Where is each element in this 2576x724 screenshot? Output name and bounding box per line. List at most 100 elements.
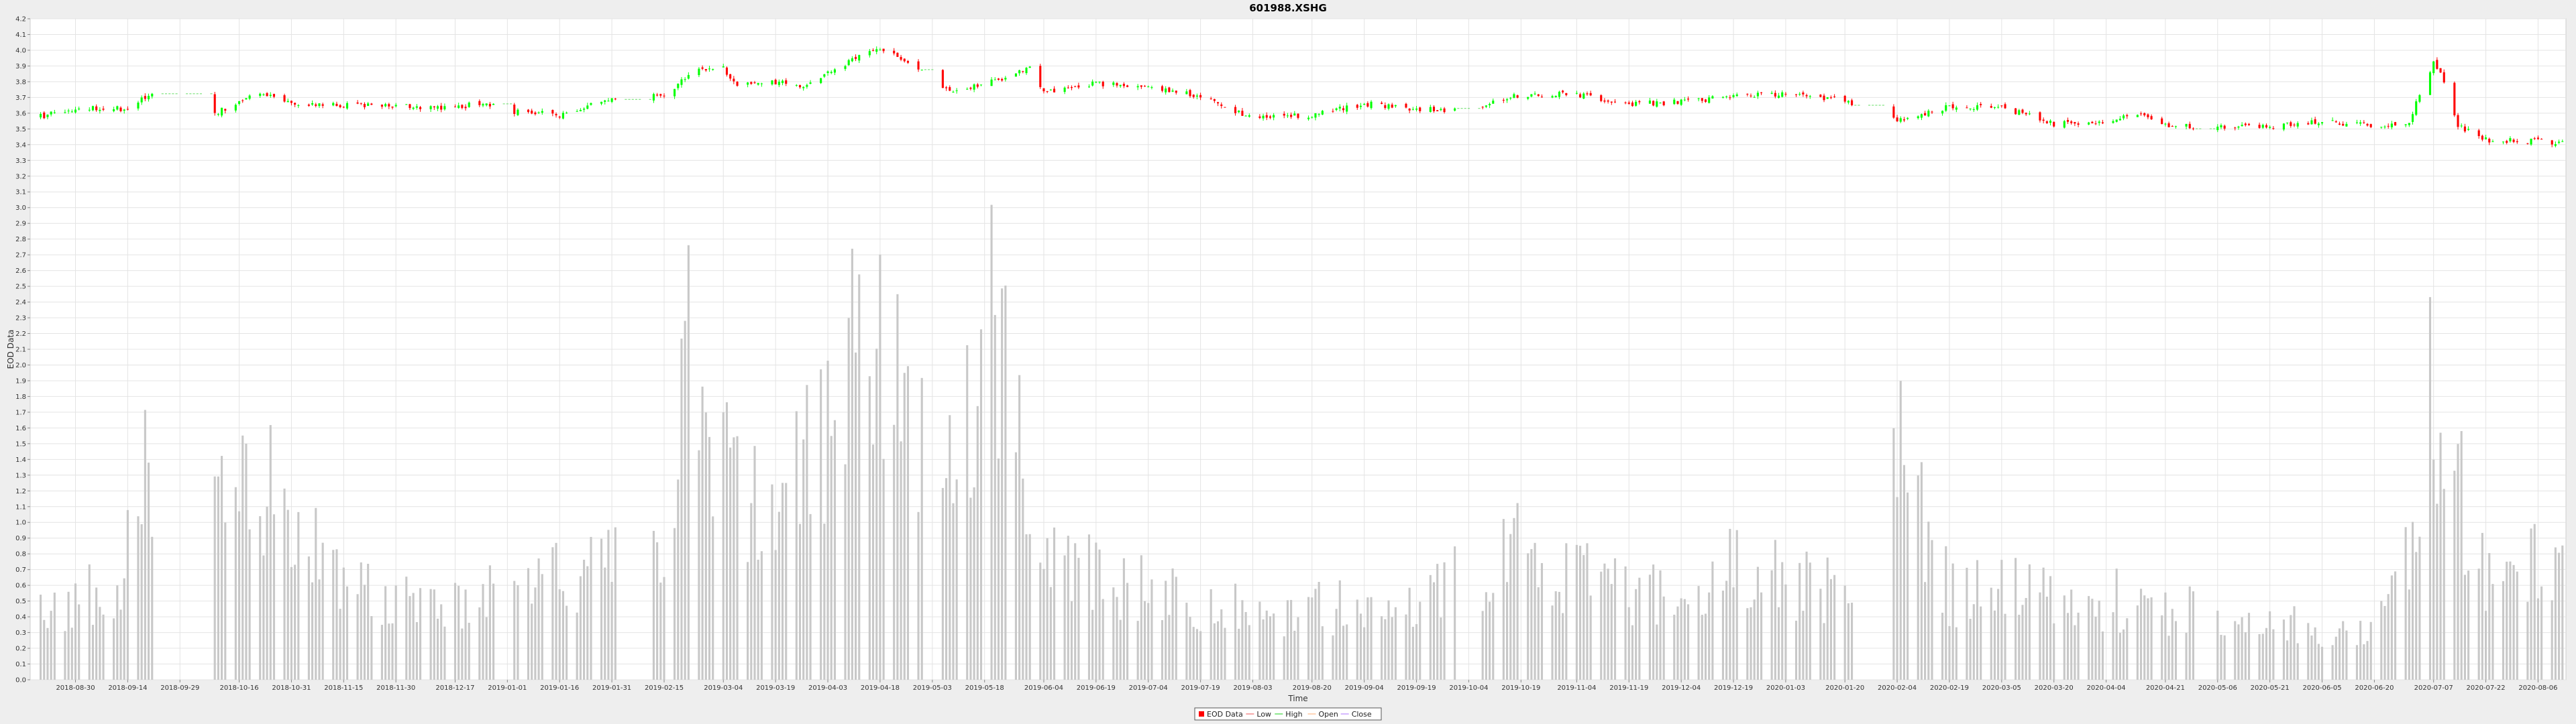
volume-bar	[1659, 570, 1662, 680]
volume-bar	[311, 582, 314, 680]
legend-box	[1194, 707, 1382, 721]
candle-body	[1391, 105, 1393, 108]
volume-bar	[2269, 611, 2271, 680]
candle-body	[1408, 109, 1411, 111]
volume-bar	[1565, 543, 1568, 680]
candle-body	[384, 104, 387, 107]
candle-body	[1920, 114, 1923, 118]
volume-bar	[1777, 607, 1780, 680]
candle-body	[1429, 107, 1432, 112]
candle-body	[844, 66, 847, 69]
candle-body	[119, 107, 122, 111]
volume-bar	[1704, 613, 1707, 680]
candle-body	[2342, 123, 2345, 126]
candle-body	[893, 50, 896, 54]
volume-bar	[95, 587, 98, 680]
x-tick-label: 2020-06-20	[2355, 684, 2394, 692]
x-tick-label: 2019-05-18	[965, 684, 1004, 692]
candle-body	[1039, 66, 1042, 87]
volume-bar	[1049, 587, 1052, 680]
candle-body	[798, 85, 802, 88]
candle-body	[576, 111, 578, 112]
volume-bar	[335, 549, 338, 680]
volume-bar	[2331, 645, 2334, 680]
candle-body	[2167, 123, 2170, 127]
candle-body	[1676, 101, 1679, 104]
candle-body	[1746, 93, 1749, 95]
volume-bar	[1673, 614, 1676, 680]
volume-bar	[1847, 603, 1849, 680]
volume-bar	[88, 564, 91, 680]
candle-body	[1290, 115, 1293, 117]
volume-bar	[868, 376, 871, 680]
candle-body	[1502, 100, 1505, 101]
volume-bar	[1725, 581, 1728, 680]
volume-bar	[262, 555, 265, 680]
candle-body	[2234, 127, 2237, 129]
volume-bar	[1972, 604, 1975, 680]
candle-body	[2045, 121, 2048, 123]
volume-bar	[1338, 580, 1341, 680]
candle-body	[1126, 85, 1129, 87]
candle-body	[1781, 92, 1784, 97]
volume-bar	[1074, 543, 1077, 680]
x-tick-label: 2020-05-21	[2251, 684, 2290, 692]
candle-body	[1847, 101, 1849, 103]
volume-bar	[266, 506, 268, 680]
x-tick-label: 2019-09-04	[1345, 684, 1384, 692]
candle-body	[2443, 72, 2445, 82]
candle-body	[1307, 117, 1310, 119]
candle-body	[2394, 122, 2397, 126]
candle-body	[1750, 95, 1752, 97]
volume-bar	[213, 476, 216, 680]
candle-body	[1704, 99, 1707, 103]
volume-bar	[753, 446, 756, 680]
volume-bar	[269, 425, 272, 680]
volume-bar	[701, 386, 704, 680]
volume-bar	[757, 559, 759, 680]
x-tick-label: 2019-11-19	[1609, 684, 1648, 692]
candle-body	[1432, 107, 1436, 111]
y-tick-label: 2.7	[15, 252, 26, 259]
candle-body	[2463, 126, 2466, 132]
candle-body	[2408, 123, 2410, 125]
volume-bar	[248, 529, 251, 680]
candle-body	[1332, 111, 1334, 112]
volume-bar	[1168, 615, 1171, 680]
candle-body	[1189, 90, 1191, 97]
candle-body	[2088, 122, 2090, 125]
volume-bar	[2369, 621, 2372, 680]
volume-bar	[1534, 542, 1536, 680]
candle-body	[1534, 93, 1536, 95]
volume-bar	[2258, 634, 2261, 680]
candle-body	[2185, 123, 2188, 127]
x-tick-label: 2018-12-17	[435, 684, 474, 692]
x-tick-label: 2018-10-31	[272, 684, 311, 692]
candle-body	[1966, 107, 1968, 109]
volume-bar	[2342, 621, 2345, 680]
candle-body	[1311, 117, 1313, 118]
volume-bar	[1917, 475, 1919, 680]
candle-body	[604, 100, 606, 102]
volume-bar	[795, 411, 798, 680]
candle-body	[2118, 119, 2121, 121]
candle-body	[367, 103, 370, 106]
candle-body	[2561, 141, 2564, 142]
volume-bar	[50, 611, 52, 680]
volume-bar	[1126, 583, 1129, 680]
volume-bar	[1481, 611, 1484, 680]
candle-body	[955, 90, 958, 91]
x-tick-label: 2020-02-19	[1930, 684, 1969, 692]
volume-bar	[2453, 471, 2456, 680]
volume-bar	[1028, 534, 1031, 680]
candle-body	[2366, 123, 2369, 126]
volume-bar	[388, 623, 390, 680]
volume-bar	[586, 566, 589, 680]
y-tick-label: 3.1	[15, 189, 26, 196]
volume-bar	[1119, 619, 1122, 680]
y-tick-label: 1.4	[15, 457, 26, 464]
volume-bar	[1980, 606, 1982, 680]
candle-body	[1394, 105, 1397, 107]
volume-bar	[2272, 629, 2275, 680]
volume-bar	[729, 447, 732, 680]
